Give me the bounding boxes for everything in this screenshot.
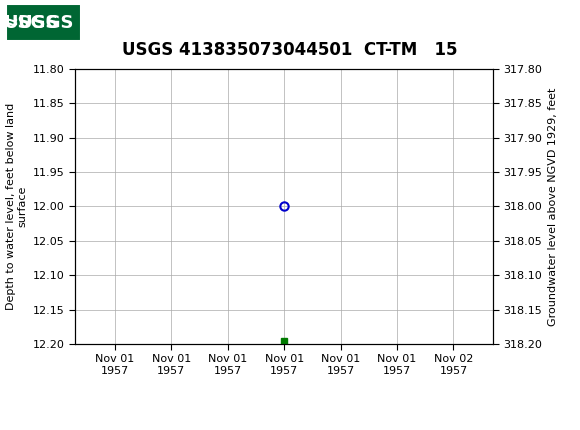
FancyBboxPatch shape — [6, 3, 81, 41]
Y-axis label: Depth to water level, feet below land
surface: Depth to water level, feet below land su… — [6, 103, 28, 310]
Text: USGS 413835073044501  CT-TM   15: USGS 413835073044501 CT-TM 15 — [122, 41, 458, 59]
Y-axis label: Groundwater level above NGVD 1929, feet: Groundwater level above NGVD 1929, feet — [548, 87, 558, 326]
Text: USGS: USGS — [3, 14, 58, 31]
Text: ≈USGS: ≈USGS — [3, 14, 74, 31]
